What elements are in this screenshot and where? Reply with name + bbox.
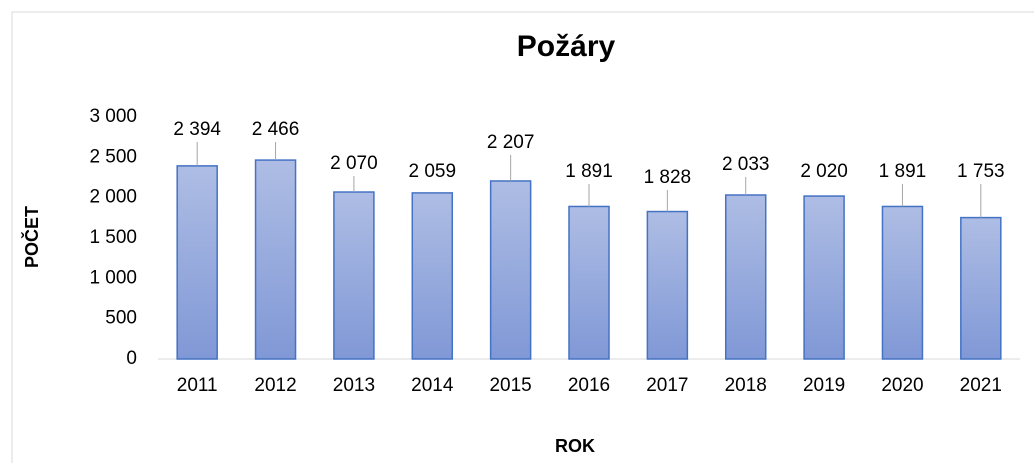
bar (646, 210, 689, 360)
y-tick-label: 3 000 (89, 106, 137, 127)
bar (803, 195, 845, 360)
x-tick-label: 2012 (254, 375, 296, 396)
value-label: 1 753 (957, 161, 1005, 182)
y-tick-label: 1 000 (89, 267, 137, 288)
x-tick-label: 2019 (803, 375, 845, 396)
x-tick-label: 2020 (881, 375, 923, 396)
bar (568, 205, 610, 360)
bar (724, 194, 767, 360)
chart-title: Požáry (517, 30, 616, 63)
x-tick-label: 2021 (960, 375, 1002, 396)
value-label: 2 020 (800, 161, 848, 182)
value-label: 1 828 (644, 167, 692, 188)
value-label: 1 891 (879, 161, 927, 182)
value-label: 2 070 (330, 153, 378, 174)
bar (960, 216, 1002, 360)
x-tick-label: 2016 (568, 375, 610, 396)
bar (254, 159, 297, 360)
x-tick-label: 2014 (411, 375, 454, 396)
bar (489, 180, 532, 360)
bar (333, 191, 375, 360)
value-label: 2 033 (722, 154, 770, 175)
y-tick-label: 500 (105, 308, 137, 329)
x-tick-label: 2013 (333, 375, 375, 396)
y-tick-label: 1 500 (89, 227, 137, 248)
value-label: 2 059 (408, 161, 456, 182)
value-label: 2 466 (252, 119, 300, 140)
x-tick-label: 2018 (725, 375, 767, 396)
x-tick-label: 2015 (489, 375, 531, 396)
y-tick-label: 0 (126, 348, 137, 369)
y-tick-label: 2 000 (89, 187, 137, 208)
value-label: 2 207 (487, 132, 535, 153)
y-tick-label: 2 500 (89, 146, 137, 167)
bar (176, 165, 218, 360)
x-axis-label: ROK (555, 436, 595, 456)
x-tick-label: 2011 (177, 375, 218, 396)
bar (881, 205, 924, 360)
bar (411, 192, 454, 360)
value-label: 2 394 (173, 119, 221, 140)
value-label: 1 891 (565, 161, 613, 182)
y-axis-label: POČET (21, 206, 42, 268)
x-tick-label: 2017 (646, 375, 688, 396)
